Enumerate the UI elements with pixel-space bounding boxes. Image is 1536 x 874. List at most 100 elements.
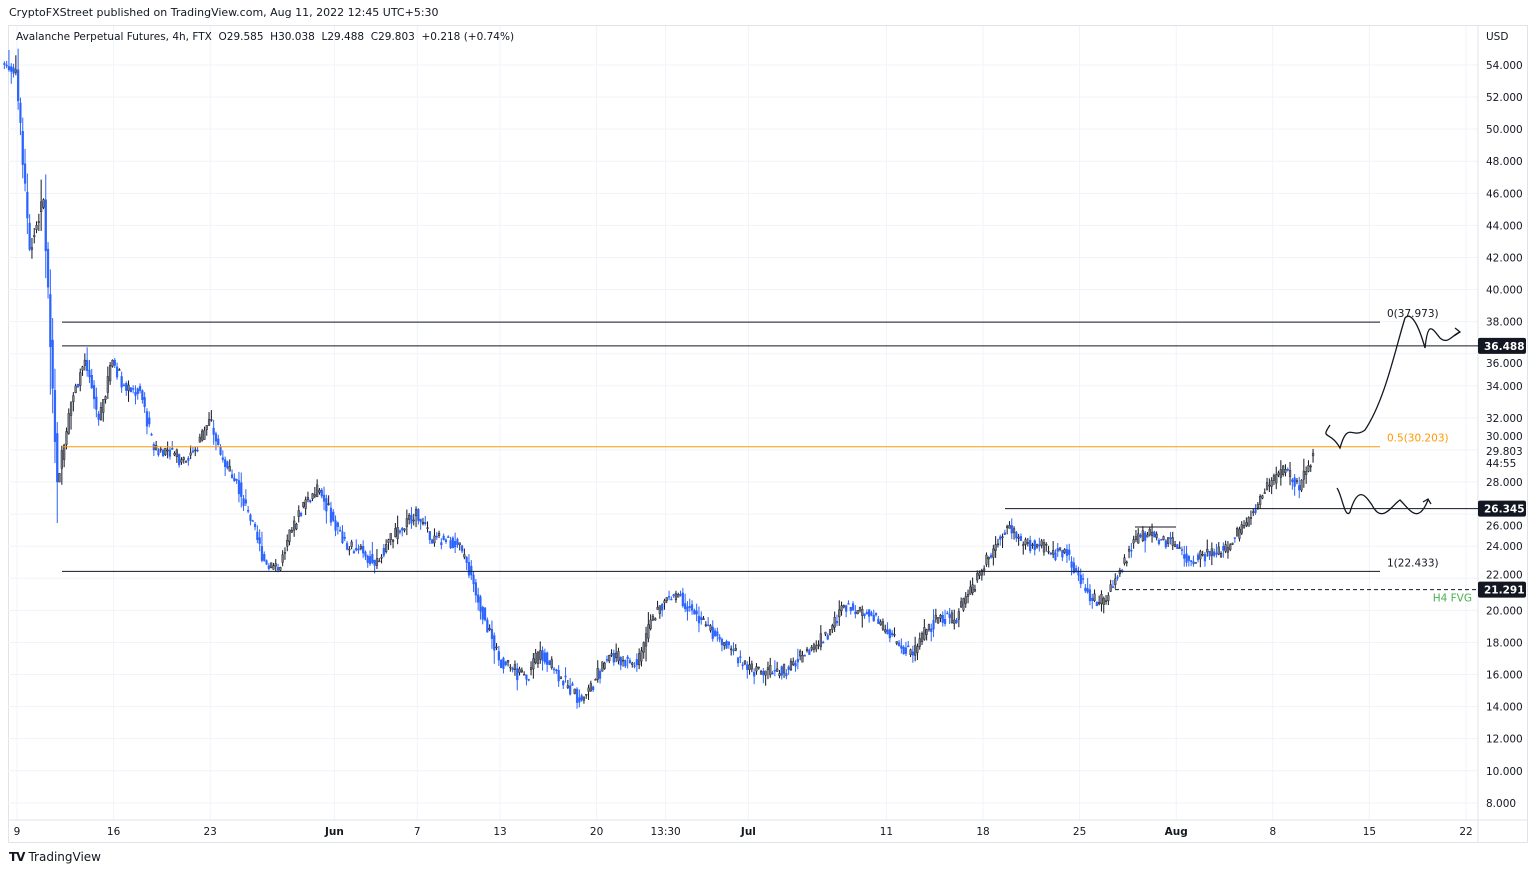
candle[interactable]	[481, 606, 484, 620]
candle[interactable]	[955, 619, 958, 623]
candle[interactable]	[118, 369, 121, 371]
candle[interactable]	[309, 499, 312, 503]
candle[interactable]	[460, 545, 464, 552]
candle[interactable]	[1215, 552, 1218, 555]
candle[interactable]	[1038, 544, 1041, 547]
candle[interactable]	[230, 474, 234, 479]
candle[interactable]	[385, 544, 388, 552]
candle[interactable]	[1311, 452, 1315, 457]
candle[interactable]	[299, 513, 303, 516]
candle[interactable]	[1047, 550, 1050, 553]
candle[interactable]	[419, 518, 422, 522]
candle[interactable]	[357, 548, 360, 551]
candle[interactable]	[1238, 528, 1241, 539]
candle[interactable]	[1213, 551, 1216, 556]
candle[interactable]	[161, 449, 165, 457]
candle[interactable]	[992, 548, 995, 558]
candle[interactable]	[856, 610, 859, 615]
candle[interactable]	[562, 680, 565, 686]
candle[interactable]	[1293, 477, 1296, 487]
candle[interactable]	[33, 235, 36, 237]
candle[interactable]	[619, 657, 622, 666]
candle[interactable]	[1247, 517, 1250, 527]
candle[interactable]	[203, 430, 206, 440]
candle[interactable]	[313, 494, 316, 497]
candle[interactable]	[355, 547, 358, 551]
candle[interactable]	[536, 652, 540, 665]
candle[interactable]	[233, 477, 236, 482]
candle[interactable]	[318, 489, 321, 493]
candle[interactable]	[1190, 560, 1193, 562]
candle[interactable]	[1141, 530, 1144, 541]
candle[interactable]	[332, 511, 335, 521]
candle[interactable]	[1229, 544, 1232, 550]
candle[interactable]	[934, 614, 937, 620]
candle[interactable]	[520, 669, 523, 673]
candle[interactable]	[366, 555, 369, 563]
candle[interactable]	[122, 384, 126, 387]
candle[interactable]	[1245, 522, 1248, 526]
candle[interactable]	[849, 606, 852, 612]
candle[interactable]	[334, 520, 337, 531]
candle[interactable]	[428, 531, 431, 540]
candle[interactable]	[1052, 550, 1055, 555]
candle[interactable]	[148, 417, 151, 425]
candle[interactable]	[1150, 531, 1154, 536]
candle[interactable]	[304, 499, 307, 509]
candle[interactable]	[1259, 496, 1262, 505]
candle[interactable]	[746, 664, 749, 670]
candle[interactable]	[1222, 546, 1225, 551]
candle[interactable]	[35, 225, 38, 230]
candle[interactable]	[716, 631, 719, 637]
candle[interactable]	[771, 672, 774, 675]
candle[interactable]	[1001, 536, 1004, 538]
candle[interactable]	[316, 484, 319, 497]
candle[interactable]	[603, 662, 606, 669]
candle[interactable]	[132, 388, 135, 390]
candle[interactable]	[1217, 546, 1220, 555]
candle[interactable]	[704, 624, 707, 626]
candle[interactable]	[187, 457, 190, 461]
candle[interactable]	[1123, 557, 1126, 564]
candle[interactable]	[1176, 544, 1179, 549]
candle[interactable]	[95, 396, 98, 410]
candle[interactable]	[260, 546, 264, 561]
candle[interactable]	[677, 594, 680, 598]
candle[interactable]	[969, 586, 972, 595]
candle[interactable]	[14, 69, 17, 73]
candle[interactable]	[210, 419, 213, 421]
candle[interactable]	[343, 536, 346, 539]
candle[interactable]	[1256, 504, 1259, 508]
candle[interactable]	[1298, 485, 1301, 491]
candle[interactable]	[831, 625, 834, 630]
candle[interactable]	[635, 659, 638, 666]
candle[interactable]	[1171, 537, 1174, 546]
candle[interactable]	[1015, 532, 1018, 539]
candle[interactable]	[270, 562, 273, 568]
candle[interactable]	[1024, 539, 1027, 545]
candle[interactable]	[106, 376, 109, 393]
candle[interactable]	[306, 497, 310, 500]
candle[interactable]	[456, 539, 459, 545]
candle[interactable]	[463, 554, 466, 558]
candle[interactable]	[159, 448, 162, 451]
candle[interactable]	[713, 630, 717, 637]
candle[interactable]	[559, 676, 563, 679]
candle[interactable]	[723, 642, 726, 646]
candle[interactable]	[92, 385, 96, 400]
candle[interactable]	[437, 532, 441, 536]
candle[interactable]	[102, 399, 105, 413]
candle[interactable]	[1061, 550, 1064, 558]
candle[interactable]	[506, 660, 510, 663]
candle[interactable]	[702, 618, 705, 620]
candle[interactable]	[950, 612, 954, 623]
candle[interactable]	[201, 430, 204, 441]
candle[interactable]	[173, 452, 176, 456]
candle[interactable]	[753, 672, 756, 677]
candle[interactable]	[983, 568, 986, 571]
candle[interactable]	[247, 510, 250, 512]
candle[interactable]	[297, 510, 300, 517]
candle[interactable]	[293, 520, 296, 531]
candle[interactable]	[1157, 540, 1161, 545]
candle[interactable]	[10, 66, 13, 72]
